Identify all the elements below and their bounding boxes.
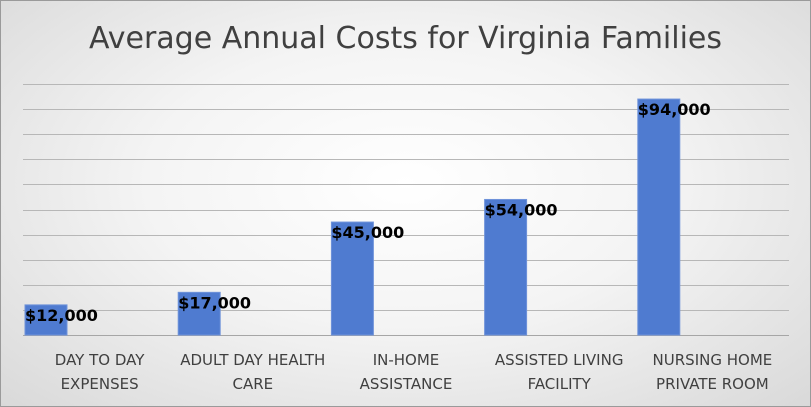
data-label: $94,000 — [638, 100, 711, 119]
bar — [330, 221, 374, 336]
chart-title: Average Annual Costs for Virginia Famili… — [88, 21, 723, 56]
data-label: $12,000 — [25, 306, 98, 325]
bar — [484, 198, 528, 336]
bar — [637, 98, 681, 336]
x-tick-label: NURSING HOME — [653, 351, 773, 369]
x-tick-label: ADULT DAY HEALTH — [180, 351, 325, 369]
bar — [177, 291, 221, 336]
x-tick-label: ASSISTANCE — [360, 375, 453, 393]
data-label: $17,000 — [178, 293, 251, 312]
x-tick-label: FACILITY — [528, 375, 592, 393]
x-tick-label: EXPENSES — [61, 375, 139, 393]
data-label: $54,000 — [485, 200, 558, 219]
data-label: $45,000 — [331, 223, 404, 242]
x-tick-label: DAY TO DAY — [55, 351, 145, 369]
x-tick-label: CARE — [232, 375, 273, 393]
x-tick-label: IN-HOME — [373, 351, 440, 369]
x-tick-label: ASSISTED LIVING — [495, 351, 624, 369]
bar — [24, 304, 68, 336]
x-tick-label: PRIVATE ROOM — [656, 375, 769, 393]
